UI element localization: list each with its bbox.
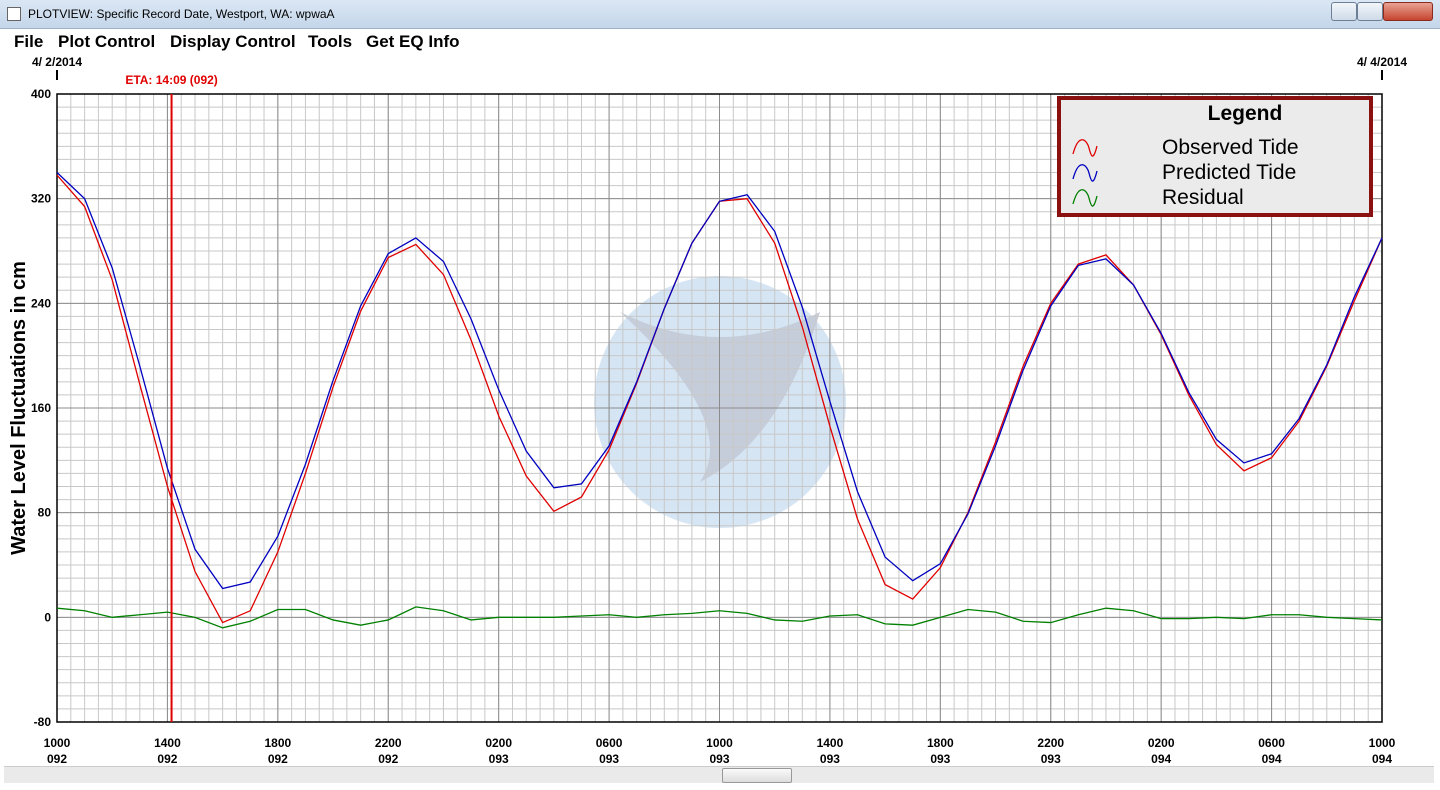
x-tick-label: 1400 [817, 736, 844, 750]
x-tick-label: 0600 [1258, 736, 1285, 750]
menu-item[interactable]: Display Control [170, 32, 296, 51]
end-date: 4/ 4/2014 [1357, 55, 1407, 69]
y-tick-label: 400 [31, 87, 51, 101]
y-tick-label: 320 [31, 192, 51, 206]
x-tick-label: 2200 [1037, 736, 1064, 750]
x-tick-label: 0200 [1148, 736, 1175, 750]
x-tick-label: 2200 [375, 736, 402, 750]
x-tick-label: 092 [268, 752, 288, 764]
x-tick-label: 093 [709, 752, 729, 764]
y-tick-label: 160 [31, 401, 51, 415]
start-date: 4/ 2/2014 [32, 55, 82, 69]
chart: -80 0 80 160 240 320 400 1000 092 1400 092 1800 092 2… [8, 55, 1407, 764]
x-tick-label: 092 [157, 752, 177, 764]
close-button[interactable] [1383, 2, 1433, 21]
x-tick-label: 093 [930, 752, 950, 764]
x-tick-label: 1800 [264, 736, 291, 750]
x-tick-label: 094 [1262, 752, 1282, 764]
y-tick-label: -80 [34, 715, 52, 729]
x-tick-label: 1000 [1369, 736, 1396, 750]
legend-swatch [1072, 164, 1098, 182]
series-line [56, 606, 1383, 629]
x-tick-label: 0600 [596, 736, 623, 750]
app-icon [7, 7, 21, 21]
maximize-button[interactable] [1357, 2, 1383, 21]
legend-swatch [1072, 189, 1098, 207]
x-tick-label: 094 [1151, 752, 1171, 764]
series-line [56, 172, 1383, 590]
legend-label: Residual [1162, 186, 1244, 209]
x-tick-label: 094 [1372, 752, 1392, 764]
menu-item[interactable]: File [14, 32, 44, 51]
title-bar: PLOTVIEW: Specific Record Date, Westport… [0, 0, 1440, 29]
minimize-button[interactable] [1331, 2, 1357, 21]
horizontal-scrollbar[interactable] [4, 766, 1434, 783]
legend-box [1057, 96, 1373, 217]
menu-item[interactable]: Get EQ Info [366, 32, 460, 51]
x-tick-label: 1400 [154, 736, 181, 750]
x-tick-label: 0200 [485, 736, 512, 750]
plot-frame [56, 93, 1383, 723]
legend-label: Observed Tide [1162, 136, 1299, 159]
x-tick-label: 1000 [44, 736, 71, 750]
x-tick-label: 1000 [706, 736, 733, 750]
x-tick-label: 093 [1041, 752, 1061, 764]
y-tick-label: 0 [44, 610, 51, 624]
menu-item[interactable]: Tools [308, 32, 353, 51]
legend-label: Predicted Tide [1162, 161, 1296, 184]
menu-item[interactable]: Plot Control [58, 32, 156, 51]
y-tick-label: 240 [31, 296, 51, 310]
x-tick-label: 092 [47, 752, 67, 764]
menu-bar: File Plot Control Display Control Tools … [0, 29, 1440, 52]
window-title: PLOTVIEW: Specific Record Date, Westport… [28, 7, 335, 21]
x-tick-label: 093 [820, 752, 840, 764]
legend-title: Legend [1208, 102, 1283, 125]
eta-label: ETA: 14:09 (092) [125, 73, 217, 87]
x-tick-label: 093 [489, 752, 509, 764]
y-tick-label: 80 [38, 506, 52, 520]
x-tick-label: 1800 [927, 736, 954, 750]
x-tick-label: 093 [599, 752, 619, 764]
scroll-thumb[interactable] [722, 768, 792, 783]
y-axis-label: Water Level Fluctuations in cm [8, 261, 30, 555]
x-tick-label: 092 [378, 752, 398, 764]
legend-swatch [1072, 139, 1098, 157]
